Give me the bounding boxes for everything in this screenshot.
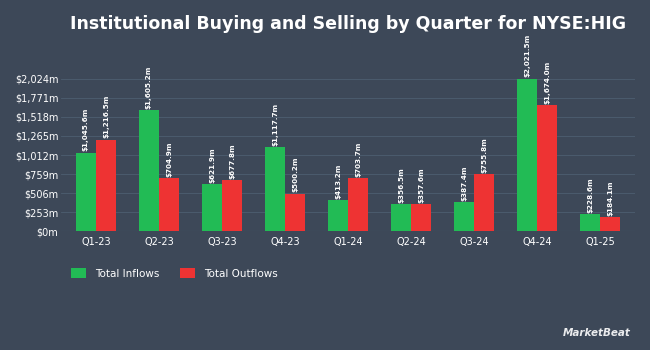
Bar <box>601 217 621 231</box>
Bar <box>159 178 179 231</box>
Text: $500.2m: $500.2m <box>292 157 298 192</box>
Text: $677.8m: $677.8m <box>229 143 235 179</box>
Title: Institutional Buying and Selling by Quarter for NYSE:HIG: Institutional Buying and Selling by Quar… <box>70 15 626 33</box>
Text: $413.2m: $413.2m <box>335 163 341 199</box>
Text: $228.6m: $228.6m <box>587 177 593 212</box>
Text: $184.1m: $184.1m <box>607 181 614 216</box>
Text: $356.5m: $356.5m <box>398 167 404 203</box>
Bar <box>391 204 411 231</box>
Text: $2,021.5m: $2,021.5m <box>524 34 530 77</box>
Bar <box>328 200 348 231</box>
Bar <box>285 194 306 231</box>
Text: $703.7m: $703.7m <box>356 141 361 177</box>
Text: $621.9m: $621.9m <box>209 147 215 183</box>
Bar <box>265 147 285 231</box>
Bar <box>96 140 116 231</box>
Text: $357.6m: $357.6m <box>418 167 424 203</box>
Legend: Total Inflows, Total Outflows: Total Inflows, Total Outflows <box>66 264 281 283</box>
Text: $1,674.0m: $1,674.0m <box>544 61 551 104</box>
Text: $387.4m: $387.4m <box>461 165 467 201</box>
Text: $1,117.7m: $1,117.7m <box>272 103 278 146</box>
Bar <box>348 178 369 231</box>
Bar <box>139 110 159 231</box>
Bar <box>411 204 432 231</box>
Bar <box>580 214 601 231</box>
Text: $1,216.5m: $1,216.5m <box>103 95 109 138</box>
Bar <box>474 174 495 231</box>
Bar <box>222 180 242 231</box>
Text: $755.8m: $755.8m <box>481 137 488 173</box>
Text: $1,045.6m: $1,045.6m <box>83 108 89 151</box>
Bar <box>76 153 96 231</box>
Text: $704.9m: $704.9m <box>166 141 172 177</box>
Text: MarketBeat: MarketBeat <box>563 328 630 338</box>
Text: $1,605.2m: $1,605.2m <box>146 65 152 109</box>
Bar <box>538 105 558 231</box>
Bar <box>202 184 222 231</box>
Bar <box>454 202 474 231</box>
Bar <box>517 79 538 231</box>
